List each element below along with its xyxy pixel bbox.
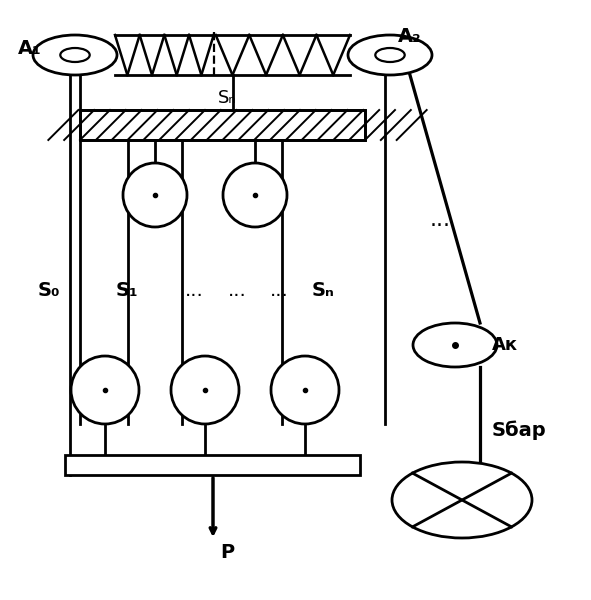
Ellipse shape <box>392 462 532 538</box>
Text: Aк: Aк <box>492 336 518 354</box>
Bar <box>80 110 365 140</box>
Text: A₁: A₁ <box>18 38 42 58</box>
Text: ...: ... <box>430 210 451 230</box>
Text: A₂: A₂ <box>398 26 421 46</box>
Bar <box>80 110 365 140</box>
Bar <box>80 110 365 140</box>
Text: Sбар: Sбар <box>492 420 547 440</box>
Circle shape <box>171 356 239 424</box>
Bar <box>80 110 365 140</box>
Bar <box>80 110 365 140</box>
Bar <box>80 110 365 140</box>
Text: Sₙ: Sₙ <box>312 280 335 299</box>
Bar <box>80 110 365 140</box>
Ellipse shape <box>413 323 497 367</box>
Bar <box>80 110 365 140</box>
Bar <box>80 110 365 140</box>
Bar <box>80 110 365 140</box>
Bar <box>80 110 365 140</box>
Bar <box>80 110 365 140</box>
Text: Sₙ: Sₙ <box>218 89 236 107</box>
Bar <box>80 110 365 140</box>
Circle shape <box>223 163 287 227</box>
Text: S₁: S₁ <box>116 280 139 299</box>
Bar <box>80 110 365 140</box>
Bar <box>80 110 365 140</box>
Bar <box>65 455 360 475</box>
Bar <box>80 110 365 140</box>
Bar <box>80 110 365 140</box>
Text: ...: ... <box>185 280 204 299</box>
Circle shape <box>123 163 187 227</box>
Bar <box>80 110 365 140</box>
Bar <box>80 110 365 140</box>
Bar <box>80 110 365 140</box>
Bar <box>80 110 365 140</box>
Text: ...: ... <box>228 280 247 299</box>
Ellipse shape <box>348 35 432 75</box>
Bar <box>80 110 365 140</box>
Text: ...: ... <box>270 280 289 299</box>
Text: S₀: S₀ <box>38 280 60 299</box>
Bar <box>80 110 365 140</box>
Text: P: P <box>220 542 234 562</box>
Circle shape <box>271 356 339 424</box>
Bar <box>80 110 365 140</box>
Ellipse shape <box>33 35 117 75</box>
Circle shape <box>71 356 139 424</box>
Bar <box>80 110 365 140</box>
